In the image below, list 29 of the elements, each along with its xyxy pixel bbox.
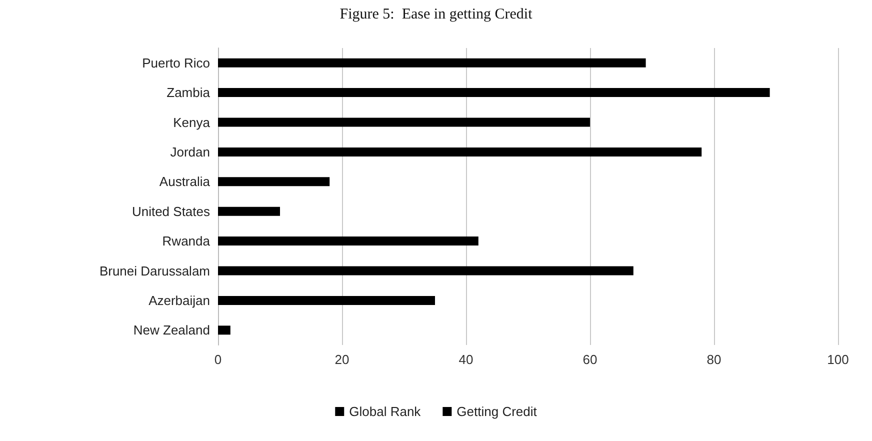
x-tick-label: 40 bbox=[458, 352, 474, 367]
bar bbox=[218, 206, 280, 216]
bar bbox=[218, 296, 435, 305]
bar bbox=[218, 326, 230, 335]
bar bbox=[218, 58, 646, 68]
legend-label: Getting Credit bbox=[456, 404, 538, 419]
y-tick-label: Puerto Rico bbox=[142, 55, 210, 70]
bar bbox=[218, 266, 634, 276]
x-tick-label: 100 bbox=[827, 352, 849, 367]
bar bbox=[218, 118, 590, 127]
y-tick-label: New Zealand bbox=[133, 322, 210, 338]
bar bbox=[218, 147, 702, 156]
y-tick-label: United States bbox=[132, 204, 210, 219]
bar bbox=[218, 177, 330, 186]
chart-title: Figure 5: Ease in getting Credit bbox=[340, 6, 534, 22]
y-tick-label: Azerbaijan bbox=[148, 292, 210, 308]
x-tick-label: 0 bbox=[214, 352, 222, 367]
bar bbox=[218, 88, 770, 98]
x-tick-label: 60 bbox=[582, 352, 598, 367]
y-tick-label: Australia bbox=[159, 174, 211, 190]
x-tick-label: 20 bbox=[334, 352, 350, 367]
y-tick-label: Kenya bbox=[173, 114, 211, 130]
y-tick-label: Brunei Darussalam bbox=[99, 263, 210, 278]
x-tick-label: 80 bbox=[706, 352, 722, 367]
y-tick-label: Rwanda bbox=[162, 234, 211, 249]
legend-label: Global Rank bbox=[349, 404, 422, 419]
y-tick-label: Jordan bbox=[170, 144, 210, 160]
bar bbox=[218, 236, 478, 246]
y-tick-label: Zambia bbox=[166, 85, 211, 100]
